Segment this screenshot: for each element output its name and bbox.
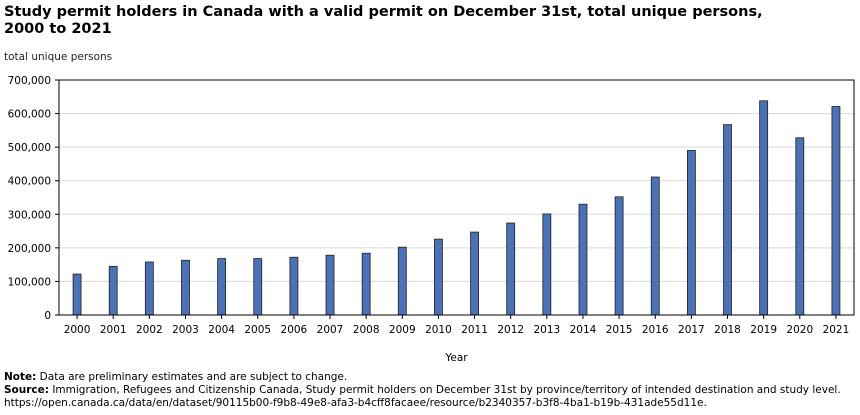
plot-frame — [58, 79, 855, 316]
bar-2018[interactable] — [723, 124, 732, 316]
x-axis-title: Year — [444, 352, 468, 364]
x-tick-label: 2016 — [642, 324, 669, 336]
note-text: Data are preliminary estimates and are s… — [36, 371, 348, 383]
bar-2009[interactable] — [397, 246, 407, 316]
note-label: Note: — [4, 371, 37, 383]
gridlines — [59, 113, 854, 282]
bar-2021[interactable] — [831, 106, 841, 316]
y-tick-label: 200,000 — [8, 243, 51, 255]
y-tick-label: 400,000 — [8, 176, 51, 188]
x-axis-ticks: 2000 2001 2002 2003 2004 2005 2006 2007 2008 2009… — [64, 315, 850, 336]
y-tick-label: 300,000 — [8, 209, 51, 221]
bar-2002[interactable] — [144, 261, 154, 316]
bar-2011[interactable] — [470, 231, 479, 316]
bar-chart: 0 100,000 200,000 300,000 400,000 500,000 600,… — [8, 75, 855, 364]
bars — [72, 100, 841, 316]
bar-2006[interactable] — [289, 256, 299, 316]
bar-2005[interactable] — [253, 258, 263, 316]
chart-title-line-2: 2000 to 2021 — [4, 21, 112, 37]
y-tick-label: 0 — [44, 310, 51, 322]
chart-title: Study permit holders in Canada with a va… — [4, 4, 844, 38]
x-tick-label: 2017 — [678, 324, 705, 336]
bar-2007[interactable] — [325, 254, 335, 316]
source-text: Immigration, Refugees and Citizenship Ca… — [4, 384, 841, 409]
chart-title-line-1: Study permit holders in Canada with a va… — [4, 4, 763, 20]
chart-notes: Note: Data are preliminary estimates and… — [4, 371, 854, 410]
x-tick-label: 2003 — [172, 324, 199, 336]
x-tick-label: 2007 — [317, 324, 344, 336]
bar-2016[interactable] — [650, 176, 660, 316]
x-tick-label: 2014 — [570, 324, 597, 336]
x-tick-label: 2019 — [750, 324, 777, 336]
x-tick-label: 2009 — [389, 324, 416, 336]
note-line: Note: Data are preliminary estimates and… — [4, 371, 854, 384]
bar-2014[interactable] — [578, 203, 588, 316]
y-tick-label: 500,000 — [8, 142, 51, 154]
bar-2017[interactable] — [686, 150, 696, 316]
y-axis-title: total unique persons — [4, 51, 113, 63]
x-tick-label: 2006 — [281, 324, 308, 336]
bar-2001[interactable] — [108, 265, 118, 316]
x-tick-label: 2012 — [497, 324, 524, 336]
x-tick-label: 2015 — [606, 324, 633, 336]
x-tick-label: 2008 — [353, 324, 380, 336]
y-axis-ticks: 0 100,000 200,000 300,000 400,000 500,000 600,… — [8, 75, 59, 322]
y-tick-label: 100,000 — [8, 276, 51, 288]
x-tick-label: 2010 — [425, 324, 452, 336]
bar-2020[interactable] — [795, 137, 805, 316]
x-tick-label: 2002 — [136, 324, 163, 336]
x-tick-label: 2005 — [244, 324, 271, 336]
x-tick-label: 2021 — [823, 324, 850, 336]
x-tick-label: 2004 — [208, 324, 235, 336]
bar-2019[interactable] — [759, 100, 769, 316]
bar-2000[interactable] — [72, 273, 82, 316]
bar-2013[interactable] — [542, 213, 552, 316]
source-line: Source: Immigration, Refugees and Citize… — [4, 384, 854, 410]
x-tick-label: 2000 — [64, 324, 91, 336]
y-tick-label: 600,000 — [8, 109, 51, 121]
x-tick-label: 2018 — [714, 324, 741, 336]
x-tick-label: 2020 — [786, 324, 813, 336]
x-tick-label: 2001 — [100, 324, 127, 336]
y-tick-label: 700,000 — [8, 75, 51, 87]
bar-2015[interactable] — [614, 196, 624, 316]
x-tick-label: 2013 — [533, 324, 560, 336]
x-tick-label: 2011 — [461, 324, 488, 336]
bar-2012[interactable] — [506, 222, 516, 316]
bar-2003[interactable] — [181, 259, 190, 316]
source-label: Source: — [4, 384, 49, 396]
bar-2004[interactable] — [217, 258, 227, 316]
bar-2010[interactable] — [434, 238, 443, 316]
bar-2008[interactable] — [361, 252, 371, 316]
